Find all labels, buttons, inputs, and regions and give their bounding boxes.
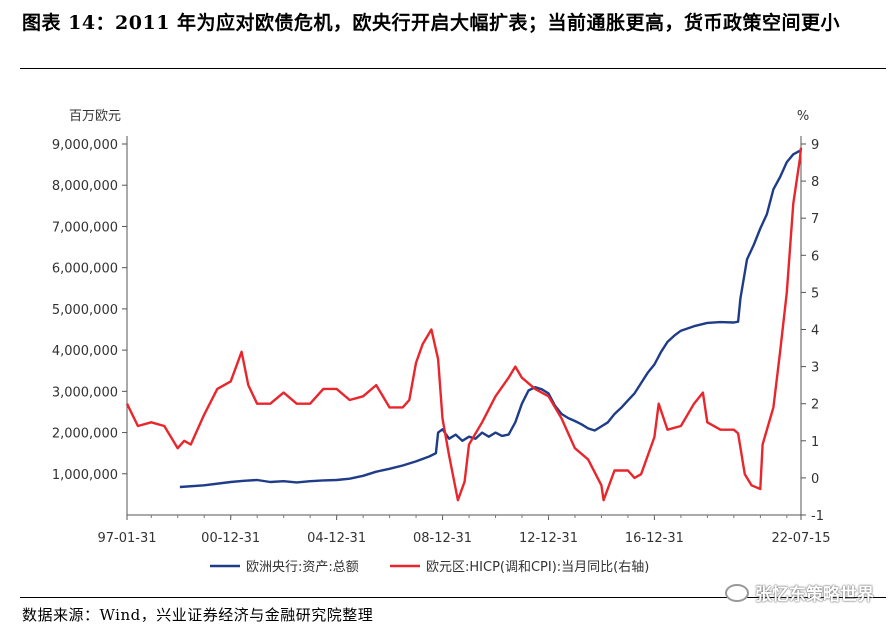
right-tick-label: 1 <box>811 435 819 450</box>
source-note: 数据来源：Wind，兴业证券经济与金融研究院整理 <box>22 606 374 624</box>
chart-axes: 百万欧元 % 9,000,000 8,000,000 7,000,000 6,000,00… <box>52 109 831 546</box>
right-tick-label: -1 <box>811 509 824 524</box>
left-tick-label: 6,000,000 <box>52 262 118 277</box>
left-tick-label: 5,000,000 <box>52 303 118 318</box>
source-rule <box>20 597 886 598</box>
left-tick-label: 8,000,000 <box>52 179 118 194</box>
title-rule <box>20 68 886 69</box>
left-tick-label: 2,000,000 <box>52 427 118 442</box>
x-tick-label: 16-12-31 <box>625 531 684 546</box>
right-tick-label: 4 <box>811 324 819 339</box>
right-unit-label: % <box>797 109 809 124</box>
left-tick-label: 4,000,000 <box>52 344 118 359</box>
right-tick-label: 3 <box>811 361 819 376</box>
left-tick-label: 1,000,000 <box>52 468 118 483</box>
x-tick-label: 22-07-15 <box>771 531 830 546</box>
watermark: 张忆东策略世界 <box>725 580 874 605</box>
chart-series <box>125 147 803 502</box>
x-tick-label: 97-01-31 <box>97 531 156 546</box>
watermark-text: 张忆东策略世界 <box>755 585 874 605</box>
right-tick-label: 5 <box>811 286 819 301</box>
legend-label-2: 欧元区:HICP(调和CPI):当月同比(右轴) <box>426 560 649 575</box>
x-tick-label: 00-12-31 <box>201 531 260 546</box>
legend-label-1: 欧洲央行:资产:总额 <box>246 560 359 575</box>
right-tick-label: 0 <box>811 472 819 487</box>
right-tick-label: 7 <box>811 212 819 227</box>
left-tick-label: 9,000,000 <box>52 138 118 153</box>
x-tick-label: 04-12-31 <box>307 531 366 546</box>
right-tick-label: 8 <box>811 175 819 190</box>
wechat-icon <box>725 583 749 602</box>
right-tick-label: 2 <box>811 398 819 413</box>
series-line-2 <box>125 147 803 502</box>
series-line-1 <box>179 149 802 489</box>
left-tick-label: 7,000,000 <box>52 220 118 235</box>
x-tick-label: 08-12-31 <box>413 531 472 546</box>
right-tick-label: 6 <box>811 249 819 264</box>
left-unit-label: 百万欧元 <box>69 109 121 124</box>
left-tick-label: 3,000,000 <box>52 385 118 400</box>
x-tick-label: 12-12-31 <box>519 531 578 546</box>
chart-legend: 欧洲央行:资产:总额 欧元区:HICP(调和CPI):当月同比(右轴) <box>210 560 649 575</box>
right-tick-label: 9 <box>811 138 819 153</box>
page-title: 图表 14：2011 年为应对欧债危机，欧央行开启大幅扩表；当前通胀更高，货币政… <box>22 12 841 34</box>
